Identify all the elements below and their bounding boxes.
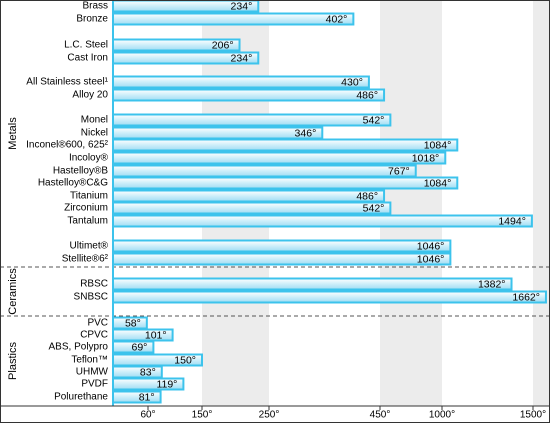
x-tick-label: 150° bbox=[192, 410, 213, 421]
bar bbox=[112, 277, 513, 291]
category-label: Brass bbox=[82, 1, 108, 12]
group-label: Metals bbox=[7, 117, 19, 150]
category-label: UHMW bbox=[76, 367, 109, 378]
value-label: 1084° bbox=[424, 177, 452, 189]
value-label: 234° bbox=[231, 0, 253, 12]
bar bbox=[112, 126, 324, 140]
value-label: 119° bbox=[156, 378, 177, 390]
value-label: 1382° bbox=[478, 278, 506, 290]
category-label: Hastelloy®B bbox=[53, 166, 108, 177]
category-label: L.C. Steel bbox=[64, 40, 108, 51]
category-label: RBSC bbox=[80, 279, 108, 290]
category-label: Titanium bbox=[70, 191, 108, 202]
bar bbox=[112, 176, 459, 190]
value-label: 101° bbox=[145, 329, 167, 341]
bar bbox=[112, 201, 392, 215]
category-label: Incoloy® bbox=[69, 153, 109, 164]
x-tick-label: 1000° bbox=[429, 410, 455, 421]
category-label: All Stainless steel¹ bbox=[26, 77, 108, 88]
value-label: 1018° bbox=[412, 152, 440, 164]
bar bbox=[112, 252, 452, 266]
category-label: Zirconium bbox=[64, 203, 108, 214]
category-label: CPVC bbox=[80, 330, 108, 341]
category-label: Nickel bbox=[81, 128, 108, 139]
value-label: 346° bbox=[295, 127, 317, 139]
category-label: Bronze bbox=[76, 14, 108, 25]
category-label: SNBSC bbox=[74, 292, 108, 303]
category-label: Stellite®6² bbox=[62, 254, 109, 265]
x-tick-label: 250° bbox=[259, 410, 280, 421]
value-label: 542° bbox=[363, 202, 385, 214]
value-label: 767° bbox=[388, 165, 410, 177]
category-label: ABS, Polypro bbox=[49, 342, 109, 353]
bar bbox=[112, 12, 355, 26]
value-label: 234° bbox=[231, 52, 253, 64]
category-label: PVDF bbox=[81, 379, 108, 390]
value-label: 206° bbox=[212, 39, 234, 51]
value-label: 1084° bbox=[424, 139, 452, 151]
value-label: 1662° bbox=[512, 291, 540, 303]
value-label: 402° bbox=[326, 13, 348, 25]
x-tick-label: 60° bbox=[140, 410, 155, 421]
value-label: 486° bbox=[356, 190, 378, 202]
bar bbox=[112, 113, 392, 127]
value-label: 1046° bbox=[417, 253, 445, 265]
bar bbox=[112, 239, 452, 253]
category-label: Polurethane bbox=[54, 392, 108, 403]
category-label: PVC bbox=[87, 318, 108, 329]
category-label: Tantalum bbox=[67, 216, 108, 227]
value-label: 486° bbox=[356, 89, 378, 101]
value-label: 430° bbox=[341, 76, 363, 88]
category-label: Hastelloy®C&G bbox=[38, 178, 108, 189]
x-tick-label: 1500° bbox=[520, 410, 546, 421]
value-label: 1494° bbox=[498, 215, 526, 227]
category-label: Cast Iron bbox=[67, 53, 108, 64]
bar bbox=[112, 164, 417, 178]
bar bbox=[112, 75, 370, 89]
category-label: Inconel®600, 625² bbox=[26, 140, 109, 151]
value-label: 150° bbox=[174, 354, 196, 366]
bar bbox=[112, 138, 459, 152]
value-label: 1046° bbox=[417, 240, 445, 252]
bar bbox=[112, 189, 386, 203]
x-tick-label: 450° bbox=[370, 410, 391, 421]
background-stripe bbox=[533, 0, 549, 406]
category-label: Monel bbox=[81, 115, 108, 126]
value-label: 542° bbox=[363, 114, 385, 126]
category-label: Ultimet® bbox=[70, 241, 109, 252]
bar bbox=[112, 214, 533, 228]
bar bbox=[112, 290, 547, 304]
category-label: Teflon™ bbox=[71, 355, 108, 366]
value-label: 81° bbox=[139, 391, 155, 403]
bar bbox=[112, 151, 447, 165]
group-label: Plastics bbox=[7, 342, 19, 380]
value-label: 83° bbox=[140, 366, 156, 378]
category-label: Alloy 20 bbox=[72, 90, 108, 101]
value-label: 58° bbox=[125, 317, 141, 329]
value-label: 69° bbox=[132, 341, 148, 353]
bar bbox=[112, 88, 386, 102]
group-label: Ceramics bbox=[7, 268, 19, 315]
